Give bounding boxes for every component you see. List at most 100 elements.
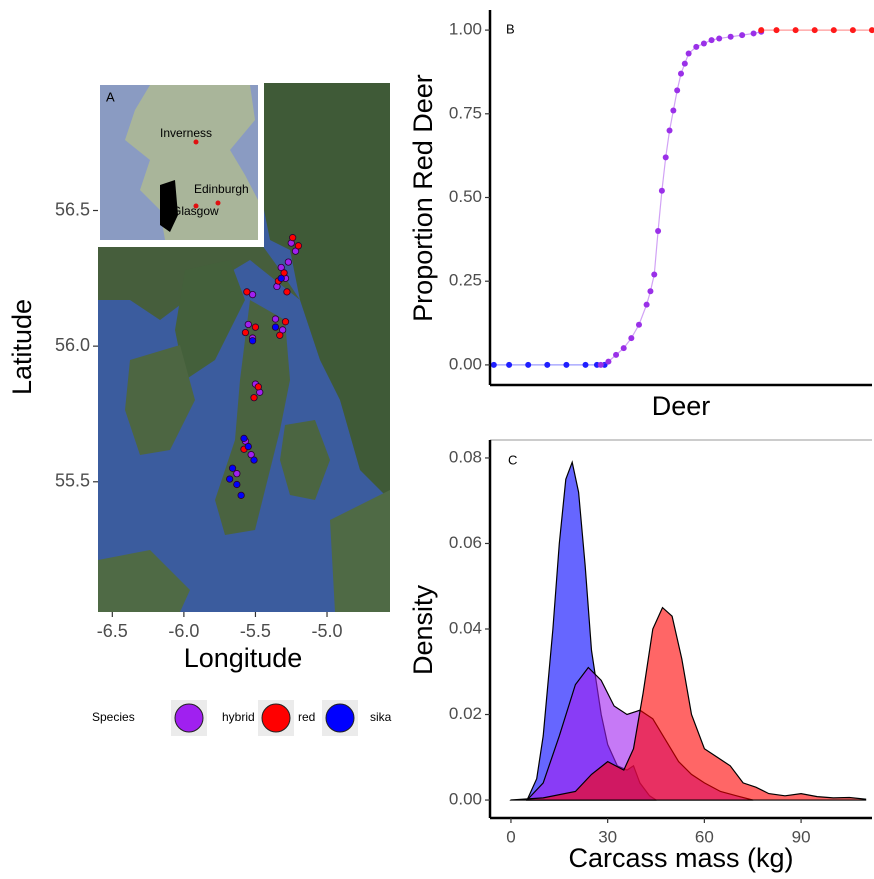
point [686, 51, 692, 57]
point [249, 338, 255, 344]
x-axis-title: Longitude [184, 643, 303, 673]
point [234, 470, 240, 476]
point [651, 272, 657, 278]
point [506, 362, 512, 368]
point [758, 27, 764, 33]
point [245, 321, 251, 327]
point [628, 335, 634, 341]
point [241, 435, 247, 441]
x-tick-label: 0 [506, 827, 515, 846]
x-tick-label: 90 [792, 827, 811, 846]
point [678, 71, 684, 77]
point [831, 27, 837, 33]
point [238, 492, 244, 498]
point [674, 87, 680, 93]
point [605, 359, 611, 365]
point [544, 362, 550, 368]
point [229, 465, 235, 471]
city-dot [194, 140, 199, 145]
point [251, 394, 257, 400]
point [252, 324, 258, 330]
point [251, 457, 257, 463]
y-tick-label: 0.02 [449, 704, 482, 723]
y-axis-title: Proportion Red Deer [408, 74, 438, 322]
legend-swatch [175, 704, 203, 732]
legend-swatch [326, 704, 354, 732]
panel-label: C [508, 452, 517, 467]
legend-label: hybrid [222, 710, 255, 724]
point [850, 27, 856, 33]
point [670, 107, 676, 113]
point [255, 384, 261, 390]
point [285, 259, 291, 265]
panel-label: B [506, 21, 515, 36]
point [701, 40, 707, 46]
city-label: Inverness [160, 126, 212, 140]
point [244, 289, 250, 295]
point [739, 32, 745, 38]
point [282, 319, 288, 325]
point [295, 243, 301, 249]
y-tick-label: 0.04 [449, 618, 482, 637]
point [774, 27, 780, 33]
point [644, 302, 650, 308]
y-axis-title: Density [408, 584, 438, 675]
y-tick-label: 55.5 [55, 471, 90, 491]
y-tick-label: 0.25 [449, 271, 482, 290]
point [621, 345, 627, 351]
legend-label: sika [370, 710, 392, 724]
y-tick-label: 0.75 [449, 103, 482, 122]
y-tick-label: 0.00 [449, 790, 482, 809]
legend-swatch [262, 704, 290, 732]
point [682, 61, 688, 67]
legend-title: Species [92, 710, 135, 724]
y-tick-label: 0.06 [449, 533, 482, 552]
point [278, 275, 284, 281]
x-tick-label: -6.0 [168, 621, 199, 641]
point [491, 362, 497, 368]
point [812, 27, 818, 33]
point [709, 37, 715, 43]
point [693, 44, 699, 50]
figure: InvernessEdinburghGlasgowSpecieshybridre… [0, 0, 874, 879]
point [667, 128, 673, 134]
y-tick-label: 0.08 [449, 447, 482, 466]
point [728, 34, 734, 40]
point [793, 27, 799, 33]
point [284, 289, 290, 295]
point [583, 362, 589, 368]
point [563, 362, 569, 368]
series-line [601, 32, 761, 365]
y-tick-label: 0.00 [449, 354, 482, 373]
point [636, 322, 642, 328]
point [716, 35, 722, 41]
x-tick-label: -5.5 [240, 621, 271, 641]
y-tick-label: 0.50 [449, 187, 482, 206]
point [598, 362, 604, 368]
point [234, 481, 240, 487]
x-axis-title: Carcass mass (kg) [568, 843, 793, 873]
point [242, 329, 248, 335]
point [869, 27, 874, 33]
x-tick-label: -6.5 [97, 621, 128, 641]
point [751, 30, 757, 36]
legend-label: red [298, 710, 315, 724]
x-tick-label: -5.0 [312, 621, 343, 641]
city-label: Glasgow [172, 204, 219, 218]
point [272, 316, 278, 322]
point [647, 288, 653, 294]
point [272, 324, 278, 330]
panel-label: A [106, 89, 115, 104]
y-tick-label: 1.00 [449, 20, 482, 39]
y-tick-label: 56.0 [55, 335, 90, 355]
y-tick-label: 56.5 [55, 199, 90, 219]
y-axis-title: Latitude [7, 299, 37, 395]
x-axis-title: Deer [652, 391, 711, 421]
point [655, 228, 661, 234]
point [613, 352, 619, 358]
point [289, 234, 295, 240]
point [245, 443, 251, 449]
point [277, 332, 283, 338]
point [663, 154, 669, 160]
point [659, 188, 665, 194]
